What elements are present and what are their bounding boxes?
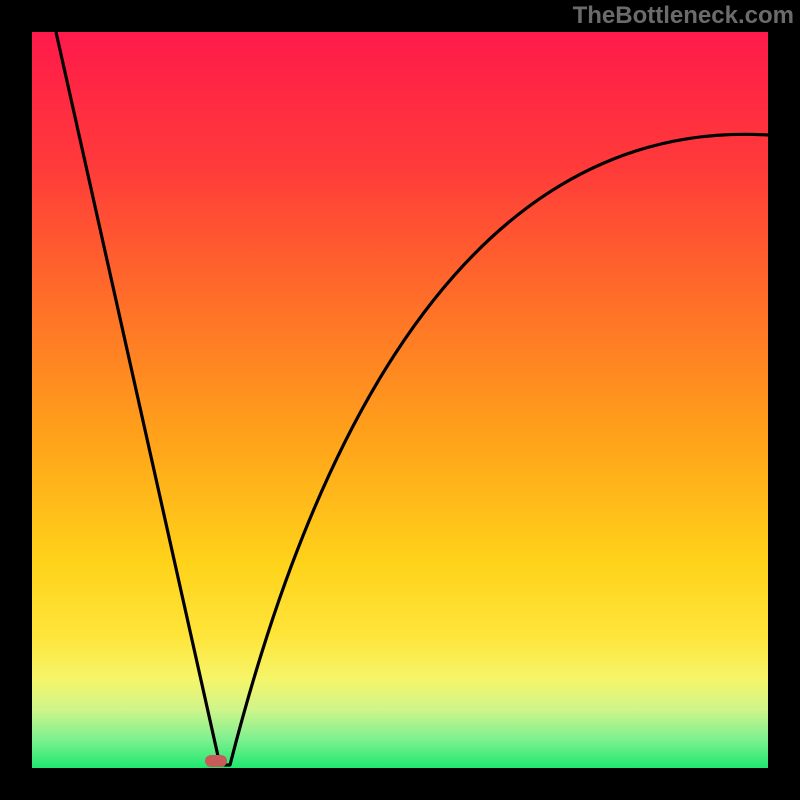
bottleneck-chart <box>0 0 800 800</box>
plot-background <box>32 32 768 768</box>
minimum-marker <box>205 755 227 767</box>
chart-frame: TheBottleneck.com <box>0 0 800 800</box>
watermark-text: TheBottleneck.com <box>573 2 794 30</box>
